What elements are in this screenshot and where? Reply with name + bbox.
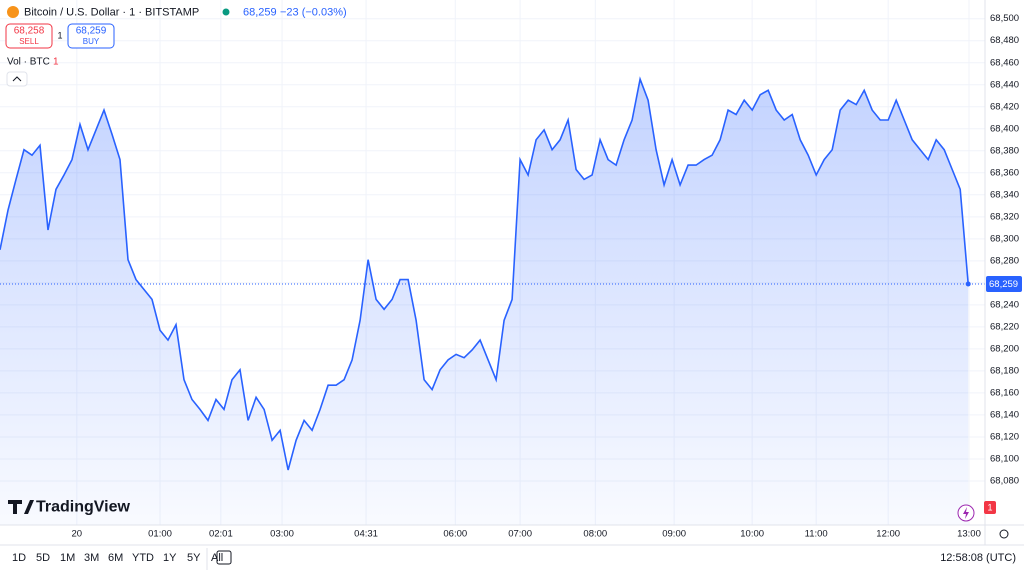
last-price-tag [986, 275, 1022, 292]
range-button[interactable]: 1M [60, 552, 75, 564]
last-price: 68,259 [243, 6, 277, 18]
range-button[interactable]: 6M [108, 552, 123, 564]
badge [984, 501, 996, 514]
y-tick-label: 68,100 [990, 453, 1019, 464]
x-tick-label: 20 [72, 529, 83, 540]
y-tick-label: 68,460 [990, 57, 1019, 68]
x-tick-label: 02:01 [209, 529, 233, 540]
settings-icon[interactable] [999, 529, 1009, 539]
x-tick-label: 13:00 [957, 529, 981, 540]
y-tick-label: 68,300 [990, 233, 1019, 244]
badge-count: 1 [987, 502, 992, 512]
clock: 12:58:08 (UTC) [940, 552, 1016, 564]
toolbar: 1D 5D 1M 3M 6M YTD 1Y 5Y All [12, 552, 223, 564]
y-tick-label: 68,140 [990, 409, 1019, 420]
buy-button[interactable] [67, 23, 115, 49]
axes: 68,080 68,100 68,120 68,140 68,160 68,180 68,2… [72, 13, 1022, 540]
x-tick-label: 11:00 [805, 529, 828, 540]
y-tick-label: 68,240 [990, 299, 1019, 310]
x-tick-label: 12:00 [876, 529, 900, 540]
sell-label: SELL [19, 37, 39, 46]
range-button[interactable]: 5Y [187, 552, 201, 564]
y-tick-label: 68,160 [990, 387, 1019, 398]
y-tick-label: 68,180 [990, 365, 1019, 376]
x-tick-label: 09:00 [662, 529, 686, 540]
y-tick-label: 68,400 [990, 123, 1019, 134]
y-tick-label: 68,320 [990, 211, 1019, 222]
logo-text: TradingView [36, 499, 131, 516]
range-button[interactable]: YTD [132, 552, 154, 564]
x-tick-label: 03:00 [270, 529, 294, 540]
sell-price: 68,258 [14, 26, 45, 37]
price-change: −23 (−0.03%) [280, 6, 347, 18]
range-button[interactable]: 1D [12, 552, 26, 564]
y-tick-label: 68,480 [990, 35, 1019, 46]
y-tick-label: 68,200 [990, 343, 1019, 354]
market-status [222, 8, 230, 16]
symbol-title: Bitcoin / U.S. Dollar · 1 · BITSTAMP [24, 6, 199, 18]
y-tick-label: 68,120 [990, 431, 1019, 442]
collapse-button[interactable] [6, 71, 28, 87]
last-price-dot [965, 281, 971, 287]
area-fill [0, 79, 969, 525]
x-tick-label: 01:00 [148, 529, 172, 540]
volume-label: Vol · BTC [7, 57, 50, 68]
y-tick-label: 68,340 [990, 189, 1019, 200]
y-tick-label: 68,440 [990, 79, 1019, 90]
y-tick-label: 68,500 [990, 13, 1019, 24]
btc-icon [7, 6, 19, 18]
buy-label: BUY [83, 37, 100, 46]
x-tick-label: 04:31 [354, 529, 378, 540]
alert-icon [963, 507, 969, 519]
range-button[interactable]: 1Y [163, 552, 177, 564]
spread: 1 [57, 30, 62, 40]
x-tick-label: 07:00 [508, 529, 532, 540]
x-tick-label: 06:00 [443, 529, 467, 540]
collapse-icon [12, 76, 22, 82]
x-tick-label: 08:00 [583, 529, 607, 540]
volume-count: 1 [53, 57, 59, 68]
y-tick-label: 68,080 [990, 475, 1019, 486]
last-price-tag-label: 68,259 [989, 279, 1018, 290]
date-range-icon[interactable] [216, 550, 232, 565]
price-line [0, 76, 969, 471]
buy-price: 68,259 [76, 26, 107, 37]
y-tick-label: 68,220 [990, 321, 1019, 332]
sell-button[interactable] [5, 23, 53, 49]
plot [0, 76, 985, 525]
logo-mark [8, 500, 34, 514]
y-tick-label: 68,380 [990, 145, 1019, 156]
y-tick-label: 68,420 [990, 101, 1019, 112]
range-button[interactable]: 3M [84, 552, 99, 564]
x-tick-label: 10:00 [740, 529, 764, 540]
y-tick-label: 68,280 [990, 255, 1019, 266]
range-button[interactable]: 5D [36, 552, 50, 564]
y-tick-label: 68,360 [990, 167, 1019, 178]
